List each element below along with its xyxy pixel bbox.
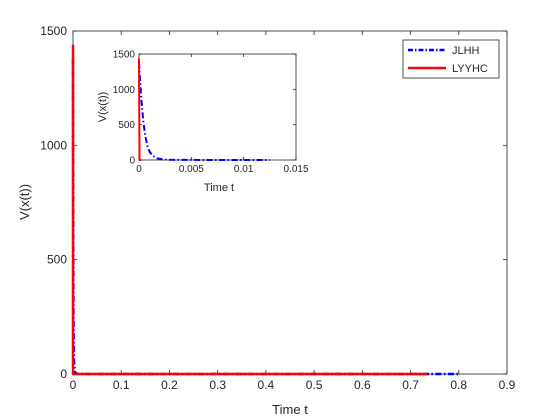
inset-y-tick-label: 1000 [113,85,136,96]
inset-x-axis-label: Time t [204,182,234,194]
main-y-tick-label: 0 [60,367,67,381]
legend-label-jlhh: JLHH [452,45,480,57]
inset-x-tick-label: 0 [136,164,142,175]
inset-y-tick-label: 0 [129,156,135,167]
main-y-tick-label: 1500 [40,24,67,38]
main-x-tick-label: 0.9 [499,378,516,392]
inset-y-ticks: 0 500 1000 1500 [113,50,296,167]
inset-series-jlhh [138,62,270,161]
main-x-tick-label: 0.7 [402,378,419,392]
inset-series-group [138,58,270,161]
inset-y-tick-label: 500 [118,120,135,131]
main-x-tick-label: 0.3 [209,378,226,392]
inset-y-tick-label: 1500 [113,50,136,61]
main-x-axis-label: Time t [272,402,308,417]
inset-x-tick-label: 0.005 [179,164,204,175]
main-x-tick-label: 0 [70,378,77,392]
main-y-ticks: 0 500 1000 1500 [40,24,507,381]
inset-axes: 0 0.005 0.01 0.015 0 500 1000 1500 Time t V(x(… [97,50,309,195]
main-x-tick-label: 0.5 [306,378,323,392]
main-x-ticks: 0 0.1 0.2 0.3 0.4 0.5 0.6 0.7 0.8 0.9 [70,31,516,392]
main-x-tick-label: 0.6 [354,378,371,392]
main-x-tick-label: 0.8 [450,378,467,392]
legend-box [402,39,500,79]
main-x-tick-label: 0.1 [113,378,130,392]
main-y-tick-label: 1000 [40,138,67,152]
inset-x-tick-label: 0.01 [234,164,254,175]
main-series-group [71,44,459,376]
main-y-tick-label: 500 [47,253,67,267]
main-series-lyyhc [71,44,428,376]
inset-series-lyyhc [138,58,142,161]
inset-plot-area [138,53,297,161]
main-x-tick-label: 0.2 [161,378,178,392]
main-y-axis-label: V(x(t)) [17,184,32,220]
inset-x-tick-label: 0.015 [283,164,308,175]
legend-label-lyyhc: LYYHC [452,63,488,75]
inset-y-axis-label: V(x(t)) [97,92,109,123]
main-x-tick-label: 0.4 [258,378,275,392]
legend: JLHH LYYHC [402,39,500,79]
